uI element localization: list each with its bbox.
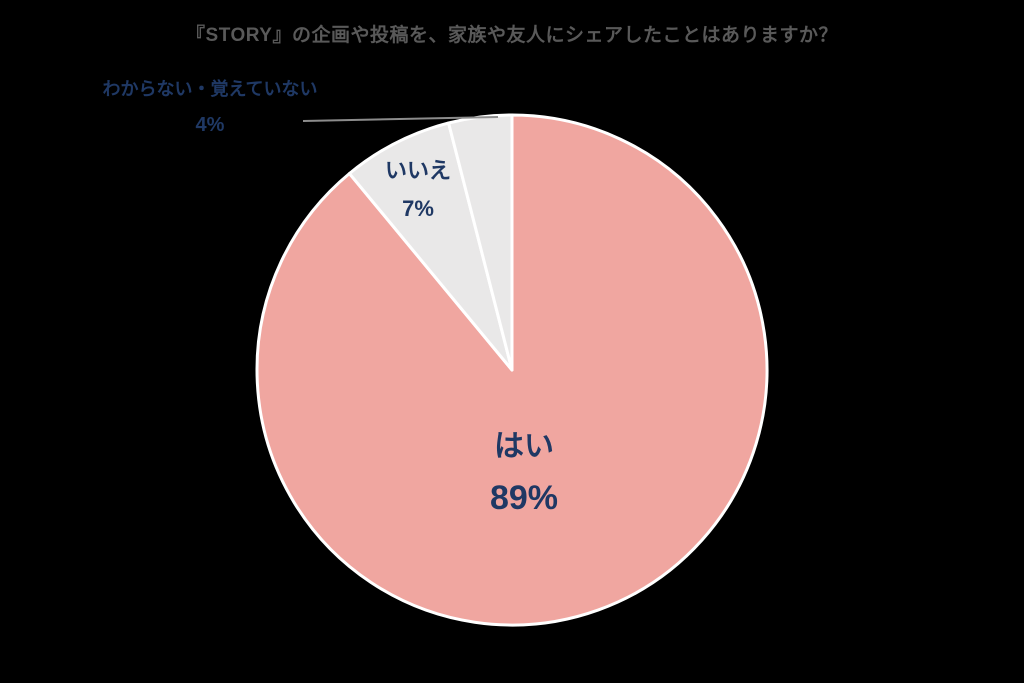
slice-label-unknown-name: わからない・覚えていない xyxy=(102,79,318,99)
slice-label-yes-name: はい xyxy=(494,430,554,463)
slice-label-unknown-value: 4% xyxy=(195,114,225,136)
slice-label-no-value: 7% xyxy=(402,196,434,221)
slice-label-yes: はい 89% xyxy=(489,430,559,517)
slice-label-yes-value: 89% xyxy=(489,479,559,517)
slice-label-unknown: わからない・覚えていない 4% xyxy=(102,80,317,135)
slice-label-no-name: いいえ xyxy=(384,158,452,183)
chart-title: 『STORY』の企画や投稿を、家族や友人にシェアしたことはありますか？ xyxy=(186,25,838,46)
leader-line-unknown xyxy=(302,116,499,122)
pie-slice-1 xyxy=(347,121,514,372)
pie-slices xyxy=(255,113,769,627)
slice-label-no: いいえ 7% xyxy=(385,160,451,220)
